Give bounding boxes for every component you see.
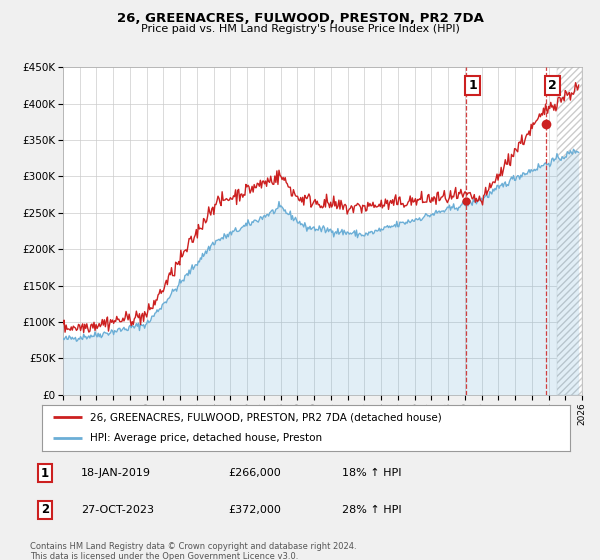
- Text: £372,000: £372,000: [228, 505, 281, 515]
- Text: 1: 1: [468, 79, 477, 92]
- Text: 1: 1: [41, 466, 49, 480]
- Text: 2: 2: [548, 79, 557, 92]
- Text: 27-OCT-2023: 27-OCT-2023: [81, 505, 154, 515]
- Text: HPI: Average price, detached house, Preston: HPI: Average price, detached house, Pres…: [89, 433, 322, 444]
- Text: Contains HM Land Registry data © Crown copyright and database right 2024.
This d: Contains HM Land Registry data © Crown c…: [30, 542, 356, 560]
- Text: 26, GREENACRES, FULWOOD, PRESTON, PR2 7DA: 26, GREENACRES, FULWOOD, PRESTON, PR2 7D…: [116, 12, 484, 25]
- Text: 18% ↑ HPI: 18% ↑ HPI: [342, 468, 401, 478]
- Text: 18-JAN-2019: 18-JAN-2019: [81, 468, 151, 478]
- Text: 26, GREENACRES, FULWOOD, PRESTON, PR2 7DA (detached house): 26, GREENACRES, FULWOOD, PRESTON, PR2 7D…: [89, 412, 441, 422]
- Text: Price paid vs. HM Land Registry's House Price Index (HPI): Price paid vs. HM Land Registry's House …: [140, 24, 460, 34]
- Text: 28% ↑ HPI: 28% ↑ HPI: [342, 505, 401, 515]
- Text: £266,000: £266,000: [228, 468, 281, 478]
- Text: 2: 2: [41, 503, 49, 516]
